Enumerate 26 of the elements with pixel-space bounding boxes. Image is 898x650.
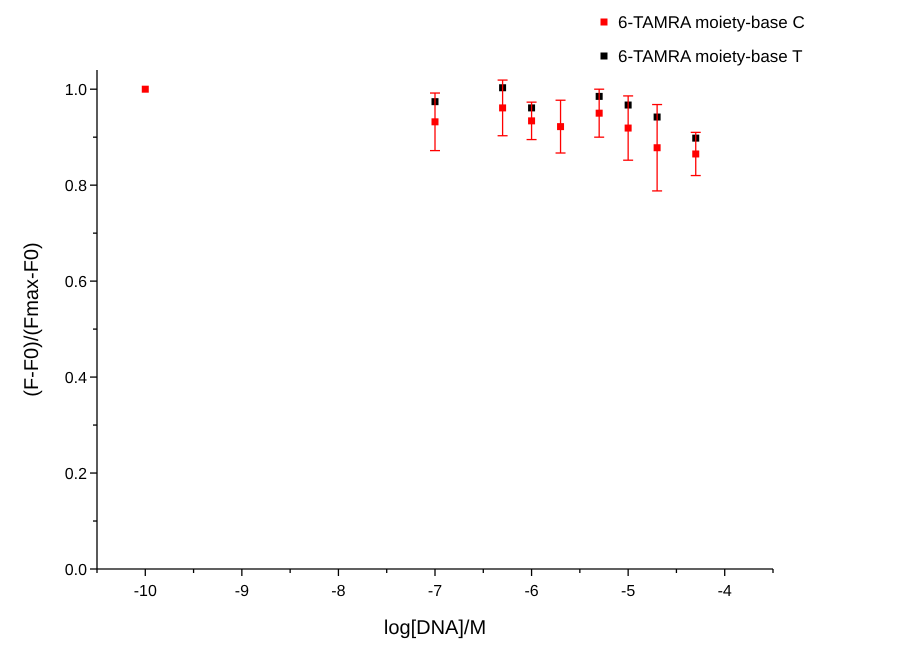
point [142, 86, 149, 93]
x-tick-label: -5 [621, 583, 636, 600]
y-axis-title: (F-F0)/(Fmax-F0) [21, 242, 43, 397]
x-axis-title: log[DNA]/M [384, 617, 486, 639]
x-tick-label: -8 [331, 583, 346, 600]
y-tick-label: 0.0 [64, 562, 88, 579]
y-tick-label: 0.8 [64, 178, 88, 196]
y-tick-label: 0.6 [64, 274, 88, 292]
point [692, 150, 700, 158]
point [528, 117, 536, 124]
y-tick-label: 1.0 [64, 82, 88, 100]
legend-label: 6-TAMRA moiety-base T [618, 47, 803, 66]
point [557, 123, 564, 130]
x-tick-label: -6 [524, 583, 539, 600]
point [624, 124, 632, 132]
x-tick-label: -9 [234, 583, 250, 600]
point [499, 104, 506, 112]
legend-label: 6-TAMRA moiety-base C [618, 13, 805, 32]
point [654, 144, 661, 152]
x-tick-label: -10 [134, 583, 157, 600]
y-tick-label: 0.2 [64, 466, 88, 484]
x-tick-label: -4 [718, 583, 732, 600]
point [596, 110, 603, 117]
x-tick-label: -7 [428, 583, 442, 600]
point [432, 118, 438, 126]
y-tick-label: 0.4 [64, 370, 88, 388]
